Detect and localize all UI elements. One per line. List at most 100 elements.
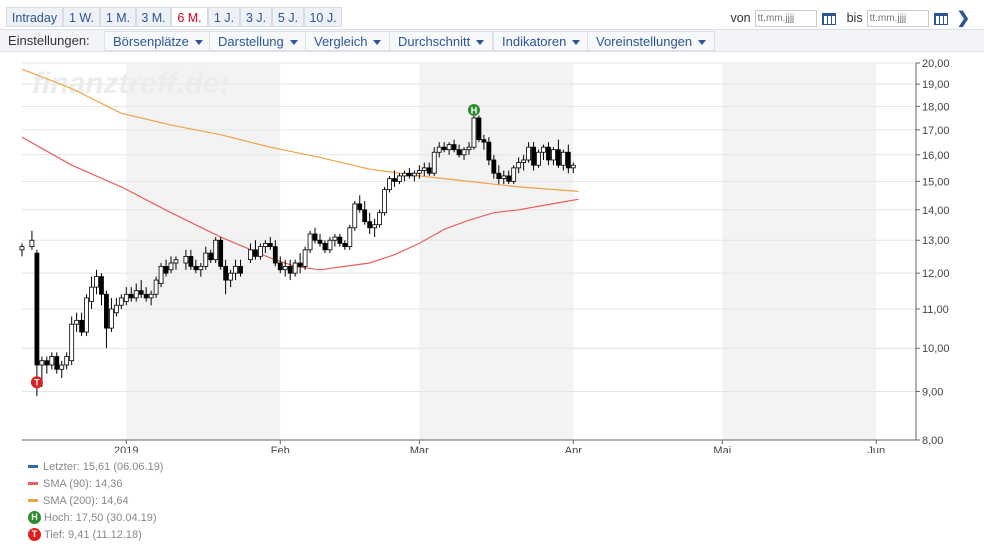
tab-5j[interactable]: 5 J. [272, 7, 304, 27]
candle-body [218, 239, 224, 267]
candle [104, 290, 109, 349]
candle-body [34, 252, 40, 366]
candle [536, 149, 541, 168]
candle-body [426, 167, 432, 174]
legend-text: Tief: 9,41 (11.12.18) [44, 528, 142, 541]
legend-text: Letzter: 15,61 (06.06.19) [43, 460, 164, 473]
candle-body [257, 246, 263, 257]
candle-body [128, 293, 134, 299]
menu-indikatoren[interactable]: Indikatoren [493, 31, 590, 51]
tab-1w[interactable]: 1 W. [63, 7, 100, 27]
menu-label: Börsenplätze [113, 34, 189, 49]
tab-1j[interactable]: 1 J. [208, 7, 240, 27]
candle [213, 237, 219, 264]
candle [223, 259, 229, 295]
candle [387, 175, 392, 193]
candle-body [421, 167, 427, 171]
candle [531, 142, 536, 171]
candle-body [302, 249, 308, 267]
candle-body [560, 151, 566, 166]
candle [203, 246, 209, 270]
candle [292, 259, 298, 277]
candle [556, 139, 561, 168]
x-tick-label: Apr [565, 445, 582, 453]
watermark: finanztreff.de: [32, 67, 230, 100]
candle [198, 263, 204, 277]
candle-body [536, 151, 541, 166]
candle [238, 259, 243, 277]
candle-body [541, 146, 546, 153]
sma200-line [21, 68, 579, 192]
menu-vergleich[interactable]: Vergleich [305, 31, 391, 51]
menu-label: Voreinstellungen [596, 34, 693, 49]
candle-body [69, 323, 75, 362]
high-marker: H [467, 103, 480, 116]
candle-body [446, 144, 452, 151]
caret-down-icon [373, 40, 382, 46]
tab-3j[interactable]: 3 J. [240, 7, 272, 27]
candle [297, 253, 303, 274]
menu-darstellung[interactable]: Darstellung [209, 31, 307, 51]
candle-body [402, 172, 407, 177]
candle-body [59, 364, 65, 370]
legend-item: Letzter: 15,61 (06.06.19) [28, 458, 163, 475]
tab-6m[interactable]: 6 M. [171, 7, 208, 27]
candle-body [248, 249, 253, 261]
candle-body [406, 172, 412, 177]
candle-body [238, 265, 243, 274]
candle [322, 240, 328, 254]
menu-durchschnitt[interactable]: Durchschnitt [389, 31, 494, 51]
legend-text: SMA (90): 14,36 [43, 477, 123, 490]
candle [352, 201, 358, 231]
menu-voreinstellungen[interactable]: Voreinstellungen [587, 31, 716, 51]
candle [481, 134, 487, 150]
y-tick-label: 10,00 [922, 343, 950, 355]
candle [496, 165, 502, 185]
candle-body [456, 149, 462, 156]
x-tick-label: Jun [867, 445, 885, 453]
candle-body [64, 356, 70, 366]
chevron-right-icon[interactable]: ❯ [956, 10, 970, 27]
menu-boersenplaetze[interactable]: Börsenplätze [104, 31, 212, 51]
candle-body [476, 117, 482, 141]
candle [54, 352, 60, 374]
candle [168, 256, 174, 274]
x-tick-label: Mai [713, 445, 731, 453]
caret-down-icon [476, 40, 485, 46]
tab-intraday[interactable]: Intraday [6, 7, 63, 27]
candle [163, 259, 169, 277]
candle [312, 227, 318, 244]
y-tick-label: 14,00 [922, 205, 950, 217]
tab-3m[interactable]: 3 M. [136, 7, 171, 27]
candle-body [496, 172, 502, 180]
settings-bar: Einstellungen: Börsenplätze Darstellung … [0, 29, 984, 52]
candle [69, 316, 75, 365]
candle [267, 237, 273, 250]
low-badge-icon: T [28, 528, 41, 541]
tab-10j[interactable]: 10 J. [304, 7, 342, 27]
candle [44, 356, 50, 374]
candle [64, 352, 70, 370]
candle-body [133, 290, 139, 299]
candle [456, 144, 462, 158]
candle [29, 230, 35, 250]
caret-down-icon [698, 40, 707, 46]
calendar-icon[interactable] [933, 11, 949, 26]
candle [565, 144, 571, 174]
calendar-icon[interactable] [821, 11, 837, 26]
candle-body [123, 293, 129, 302]
y-tick-label: 9,00 [922, 387, 943, 399]
candle-body [262, 243, 268, 248]
candle-body [49, 356, 55, 366]
price-chart: finanztreff.de: H T 8,00 9,00 10,00 11,00 12,… [19, 58, 950, 453]
to-date-input[interactable] [866, 9, 929, 27]
candle-body [19, 246, 25, 251]
month-band [722, 63, 877, 440]
candle [183, 249, 189, 270]
from-date-input[interactable] [754, 9, 817, 27]
tab-1m[interactable]: 1 M. [100, 7, 136, 27]
candle-body [357, 203, 363, 211]
candle-body [451, 144, 457, 151]
candle-body [158, 265, 164, 284]
candle-body [397, 175, 402, 182]
